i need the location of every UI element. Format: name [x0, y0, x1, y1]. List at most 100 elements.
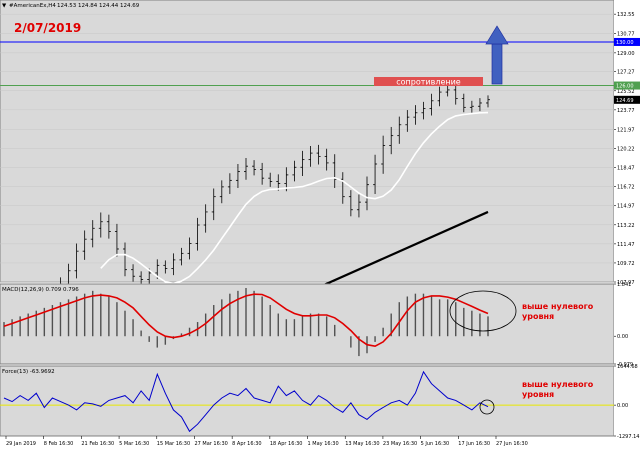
axis-tick-label: 114.97: [617, 204, 635, 210]
arrow-head: [485, 25, 509, 45]
price-bar: [373, 154, 378, 194]
resistance-label-box[interactable]: [374, 77, 483, 86]
force-panel[interactable]: Force(13) -63.9692 выше нулевого уровня: [0, 365, 615, 437]
price-bar: [453, 83, 458, 105]
svg-text:126.00: 126.00: [616, 84, 634, 90]
price-bar: [219, 180, 224, 204]
time-tick-label: 23 May 16:30: [383, 441, 417, 447]
price-bar: [486, 95, 490, 108]
time-tick-label: 17 Jun 16:30: [458, 441, 490, 447]
level-price-tag: 126.00: [614, 81, 640, 90]
arrow-shaft: [491, 43, 503, 85]
price-bar: [284, 167, 289, 192]
price-bar: [187, 237, 192, 260]
time-tick-label: 27 Jun 16:30: [496, 441, 528, 447]
date-stamp: 2/07/2019: [14, 21, 81, 35]
time-tick-label: 27 Mar 16:30: [194, 441, 227, 447]
axis-tick-label: 109.72: [617, 261, 635, 267]
time-tick-label: 8 Apr 16:30: [232, 441, 261, 447]
price-bar: [106, 214, 111, 239]
axis-tick-label: 118.47: [617, 166, 635, 172]
price-bar: [316, 144, 321, 165]
price-bar: [413, 105, 418, 125]
time-tick-label: 21 Feb 16:30: [81, 441, 114, 447]
price-bar: [292, 160, 297, 182]
price-bar: [227, 173, 232, 194]
price-bar: [114, 223, 119, 257]
price-bar: [437, 86, 442, 107]
axis-tick-label: 0.00: [617, 334, 628, 340]
symbol-label: #AmericanEx,H4: [9, 3, 56, 9]
price-bar: [421, 101, 426, 120]
svg-text:124.69: 124.69: [616, 98, 634, 104]
time-tick-label: 13 May 16:30: [345, 441, 379, 447]
macd-label: MACD(12,26,9) 0.709 0.796: [2, 287, 79, 293]
price-bar: [469, 100, 474, 113]
time-tick-label: 15 Mar 16:30: [157, 441, 190, 447]
price-panel-bg: [0, 0, 615, 283]
time-tick-label: 1 May 16:30: [308, 441, 339, 447]
macd-panel[interactable]: MACD(12,26,9) 0.709 0.796 выше нулевого …: [0, 283, 615, 365]
time-tick-label: 8 Feb 16:30: [44, 441, 74, 447]
price-bar: [90, 220, 95, 248]
price-bar: [98, 212, 103, 238]
price-bar: [203, 204, 208, 233]
price-bar: [389, 126, 394, 155]
price-bar: [397, 116, 402, 144]
price-bar: [308, 146, 313, 167]
axis-tick-label: 132.55: [617, 12, 635, 18]
axis-tick-label: 111.47: [617, 242, 635, 248]
price-bar: [171, 253, 176, 276]
axis-tick-label: 0.00: [617, 403, 628, 409]
time-tick-label: 5 Jun 16:30: [421, 441, 450, 447]
price-bar: [445, 85, 450, 97]
price-bar: [356, 194, 361, 218]
macd-histogram: [3, 288, 489, 357]
price-bar: [195, 217, 200, 251]
price-bar: [405, 110, 410, 132]
macd-note-line1: выше нулевого: [522, 302, 594, 311]
price-bar: [381, 135, 386, 174]
force-note-line2: уровня: [522, 390, 554, 399]
price-bar: [211, 188, 216, 221]
axis-tick-label: 116.72: [617, 185, 635, 191]
axis-tick-label: -0.979: [617, 362, 633, 368]
price-bar: [300, 150, 305, 176]
force-label: Force(13) -63.9692: [2, 369, 55, 375]
axis-tick-label: 130.77: [617, 32, 635, 38]
time-tick-label: 29 Jan 2019: [6, 441, 36, 447]
level-price-tag: 124.69: [614, 95, 640, 104]
price-bar: [123, 242, 127, 277]
force-note-line1: выше нулевого: [522, 380, 594, 389]
time-tick-label: 18 Apr 16:30: [270, 441, 303, 447]
time-tick-label: 5 Mar 16:30: [119, 441, 149, 447]
time-axis: 29 Jan 2019 8 Feb 16:30 21 Feb 16:30 5 Mar …: [5, 436, 528, 447]
price-bar: [268, 172, 273, 187]
right-price-axis: 132.55 130.77 129.00 127.27 125.52 123.77 121.…: [614, 0, 640, 450]
level-price-tag: 130.00: [614, 37, 640, 46]
price-bar: [260, 162, 265, 185]
price-bar: [131, 264, 136, 282]
resistance-label: сопротивление: [396, 78, 461, 87]
price-bar: [139, 271, 144, 285]
price-panel[interactable]: сопротивление ▼ #AmericanEx,H4 124.53 12…: [0, 0, 615, 322]
axis-tick-label: 1644.68: [617, 364, 638, 370]
axis-tick-label: -1297.14: [617, 434, 639, 440]
axis-tick-label: 123.77: [617, 108, 635, 114]
force-panel-bg: [0, 365, 615, 437]
price-bar: [163, 260, 168, 274]
price-bar: [461, 93, 466, 113]
price-bar: [348, 190, 353, 217]
price-bar: [179, 247, 184, 266]
price-gridlines: [0, 13, 614, 283]
macd-note-line2: уровня: [522, 312, 554, 321]
price-bar: [365, 176, 369, 211]
axis-tick-label: 127.27: [617, 70, 635, 76]
axis-tick-label: 125.52: [617, 89, 635, 95]
svg-text:130.00: 130.00: [616, 40, 634, 46]
up-arrow-icon[interactable]: [485, 25, 509, 85]
price-bar: [252, 160, 257, 176]
price-bar: [340, 172, 345, 204]
chart-header-marker: ▼: [2, 3, 7, 9]
